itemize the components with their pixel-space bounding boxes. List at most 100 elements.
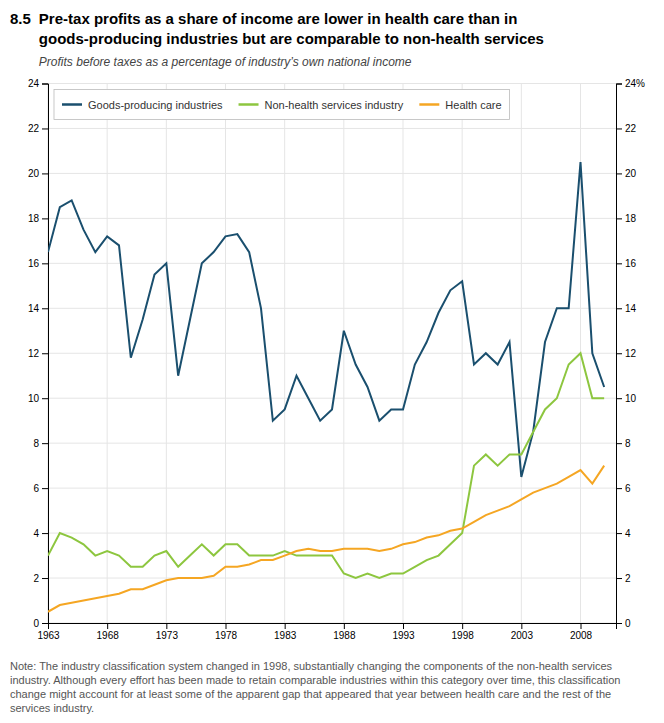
tick: 4 [616, 528, 631, 539]
tick: 24% [616, 78, 645, 89]
grid-line [343, 84, 344, 624]
tick-label: 24% [625, 78, 645, 89]
tick: 1998 [452, 623, 475, 641]
tick-mark [616, 578, 622, 579]
tick-mark [42, 398, 48, 399]
note-line: services industry. [10, 702, 94, 714]
tick-mark [42, 308, 48, 309]
tick-mark [616, 263, 622, 264]
tick-label: 20 [28, 168, 40, 179]
tick-mark [616, 84, 622, 85]
grid-line [48, 308, 616, 309]
legend-label: Goods-producing industries [88, 99, 223, 111]
legend-item: Goods-producing industries [62, 99, 223, 111]
tick-label: 2 [625, 573, 631, 584]
grid-line [48, 578, 616, 579]
tick-label: 16 [28, 258, 40, 269]
grid-line [48, 263, 616, 264]
grid-line [521, 84, 522, 624]
tick-label: 2008 [570, 630, 593, 641]
tick: 10 [616, 393, 637, 404]
legend-label: Non-health services industry [265, 99, 404, 111]
tick-label: 24 [28, 78, 40, 89]
x-axis: 1963 1968 1973 1978 1983 1988 1993 1998 2003 2008 [37, 623, 616, 641]
tick-label: 1978 [215, 630, 238, 641]
tick: 16 [616, 258, 637, 269]
tick: 1978 [215, 623, 238, 641]
tick: 22 [616, 123, 637, 134]
grid-line [48, 398, 616, 399]
note-line: Note: The industry classification system… [10, 660, 613, 672]
tick-mark [42, 578, 48, 579]
note: Note: The industry classification system… [10, 660, 620, 714]
tick: 4 [33, 528, 48, 539]
grid-line [48, 83, 616, 84]
tick-mark [42, 488, 48, 489]
tick: 1973 [156, 623, 179, 641]
tick-mark [616, 488, 622, 489]
tick-label: 2003 [511, 630, 534, 641]
subtitle: Profits before taxes as a percentage of … [39, 55, 412, 69]
tick-label: 22 [28, 123, 40, 134]
tick: 1983 [274, 623, 297, 641]
tick-mark [42, 263, 48, 264]
tick-mark [42, 218, 48, 219]
tick-mark [285, 623, 286, 629]
grid-line [225, 84, 226, 624]
tick: 1988 [333, 623, 356, 641]
legend-item: Non-health services industry [239, 99, 404, 111]
note-line: industry. Although every effort has been… [10, 674, 620, 686]
tick: 14 [28, 303, 48, 314]
tick-label: 20 [625, 168, 637, 179]
tick: 20 [616, 168, 637, 179]
tick: 8 [616, 438, 631, 449]
tick: 8 [33, 438, 48, 449]
grid-line [462, 84, 463, 624]
series-line [48, 162, 604, 477]
tick-mark [42, 173, 48, 174]
tick: 2 [616, 573, 631, 584]
legend-swatch [62, 103, 82, 106]
tick: 0 [33, 618, 48, 629]
grid-line [48, 533, 616, 534]
tick-mark [616, 173, 622, 174]
tick: 12 [616, 348, 637, 359]
tick: 2 [33, 573, 48, 584]
tick-label: 8 [625, 438, 631, 449]
tick-label: 1968 [97, 630, 120, 641]
legend-swatch [419, 103, 439, 106]
axis-line [42, 84, 49, 624]
tick-mark [42, 353, 48, 354]
legend-label: Health care [445, 99, 501, 111]
tick-label: 14 [625, 303, 637, 314]
tick-label: 0 [625, 618, 631, 629]
tick-mark [616, 398, 622, 399]
tick-label: 6 [33, 483, 39, 494]
axis-line [49, 624, 617, 630]
tick-mark [616, 533, 622, 534]
tick-label: 22 [625, 123, 637, 134]
tick-label: 10 [28, 393, 40, 404]
chart-root: 8.5Pre-tax profits as a share of income … [0, 0, 664, 723]
grid-line [48, 128, 616, 129]
tick-label: 1963 [37, 630, 60, 641]
grid [48, 84, 616, 624]
tick-label: 14 [28, 303, 40, 314]
tick-mark [42, 623, 48, 624]
tick: 6 [33, 483, 48, 494]
title: Pre-tax profits as a share of income are… [39, 10, 544, 47]
tick-label: 10 [625, 393, 637, 404]
grid-line [107, 84, 108, 624]
tick-mark [107, 623, 108, 629]
tick-label: 1998 [452, 630, 475, 641]
tick-label: 12 [625, 348, 637, 359]
tick-mark [581, 623, 582, 629]
tick: 10 [28, 393, 48, 404]
grid-line [48, 218, 616, 219]
tick-mark [42, 128, 48, 129]
tick-label: 1993 [392, 630, 415, 641]
tick-mark [42, 443, 48, 444]
plot: 1963196819731978198319881993199820032008… [28, 78, 645, 641]
tick: 1993 [392, 623, 415, 641]
tick-label: 8 [33, 438, 39, 449]
